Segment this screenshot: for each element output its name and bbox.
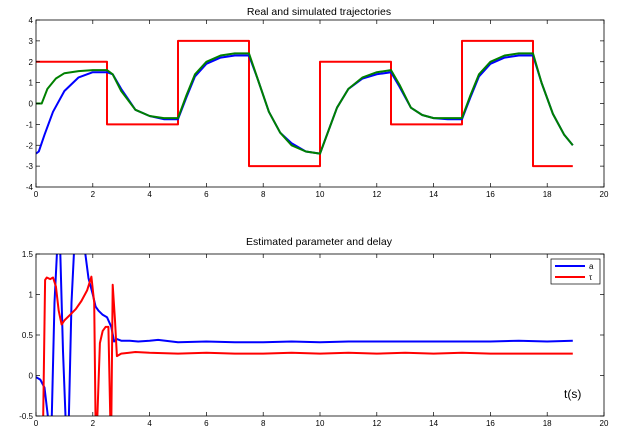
trajectories-x-tick-label: 8 [261, 190, 266, 199]
trajectories-panel: Real and simulated trajectories 0 2 4 6 8 10 1… [26, 6, 609, 199]
trajectories-x-tick-label: 4 [147, 190, 152, 199]
estimation-title: Estimated parameter and delay [246, 236, 393, 248]
trajectories-y-tick-label: 1 [29, 79, 34, 88]
estimation-x-tick-label: 16 [486, 419, 495, 428]
trajectories-series-line-2 [36, 52, 574, 155]
estimation-axes: 0 2 4 6 8 10 12 14 16 18 20-0.500.511.5 [19, 250, 609, 428]
trajectories-y-tick-label: 3 [29, 37, 34, 46]
estimation-y-tick-label: 0 [29, 372, 34, 381]
trajectories-x-tick-label: 14 [429, 190, 438, 199]
trajectories-series-line-1 [36, 54, 574, 155]
trajectories-plot-area [36, 39, 574, 168]
estimation-panel: Estimated parameter and delay 0 2 4 6 8 10 12 1… [19, 236, 609, 428]
estimation-x-tick-label: 2 [91, 419, 96, 428]
estimation-axes-box [35, 253, 605, 417]
trajectories-axes-box [35, 19, 605, 188]
trajectories-y-tick-label: 4 [29, 16, 34, 25]
estimation-x-tick-label: 4 [147, 419, 152, 428]
estimation-y-tick-label: 1.5 [22, 250, 34, 259]
estimation-x-tick-label: 20 [600, 419, 609, 428]
trajectories-y-tick-label: 2 [29, 58, 34, 67]
legend: a τ [550, 258, 601, 285]
trajectories-y-tick-label: -3 [26, 162, 34, 171]
trajectories-series-line-0 [36, 39, 573, 168]
trajectories-title: Real and simulated trajectories [247, 6, 391, 18]
trajectories-y-tick-label: -4 [26, 183, 34, 192]
trajectories-x-tick-label: 2 [91, 190, 96, 199]
trajectories-x-tick-label: 12 [372, 190, 381, 199]
estimation-x-tick-label: 8 [261, 419, 266, 428]
estimation-x-tick-label: 14 [429, 419, 438, 428]
estimation-x-tick-label: 6 [204, 419, 209, 428]
trajectories-x-tick-label: 6 [204, 190, 209, 199]
trajectories-y-tick-label: 0 [29, 100, 34, 109]
estimation-y-tick-label: 1 [29, 291, 34, 300]
estimation-plot-area [36, 254, 573, 416]
estimation-y-tick-label: 0.5 [22, 331, 34, 340]
legend-box [550, 258, 601, 285]
trajectories-x-tick-label: 20 [600, 190, 609, 199]
legend-label-tau: τ [589, 273, 593, 282]
trajectories-x-tick-label: 10 [316, 190, 325, 199]
estimation-x-tick-label: 18 [543, 419, 552, 428]
estimation-x-tick-label: 10 [316, 419, 325, 428]
trajectories-x-tick-label: 16 [486, 190, 495, 199]
legend-label-a: a [589, 262, 594, 271]
estimation-x-tick-label: 12 [372, 419, 381, 428]
estimation-x-tick-label: 0 [34, 419, 39, 428]
trajectories-x-tick-label: 18 [543, 190, 552, 199]
trajectories-x-tick-label: 0 [34, 190, 39, 199]
time-axis-annotation: t(s) [564, 387, 581, 401]
trajectories-y-tick-label: -1 [26, 120, 34, 129]
trajectories-y-tick-label: -2 [26, 141, 34, 150]
estimation-y-tick-label: -0.5 [19, 412, 33, 421]
estimation-series-line-1 [42, 275, 573, 416]
